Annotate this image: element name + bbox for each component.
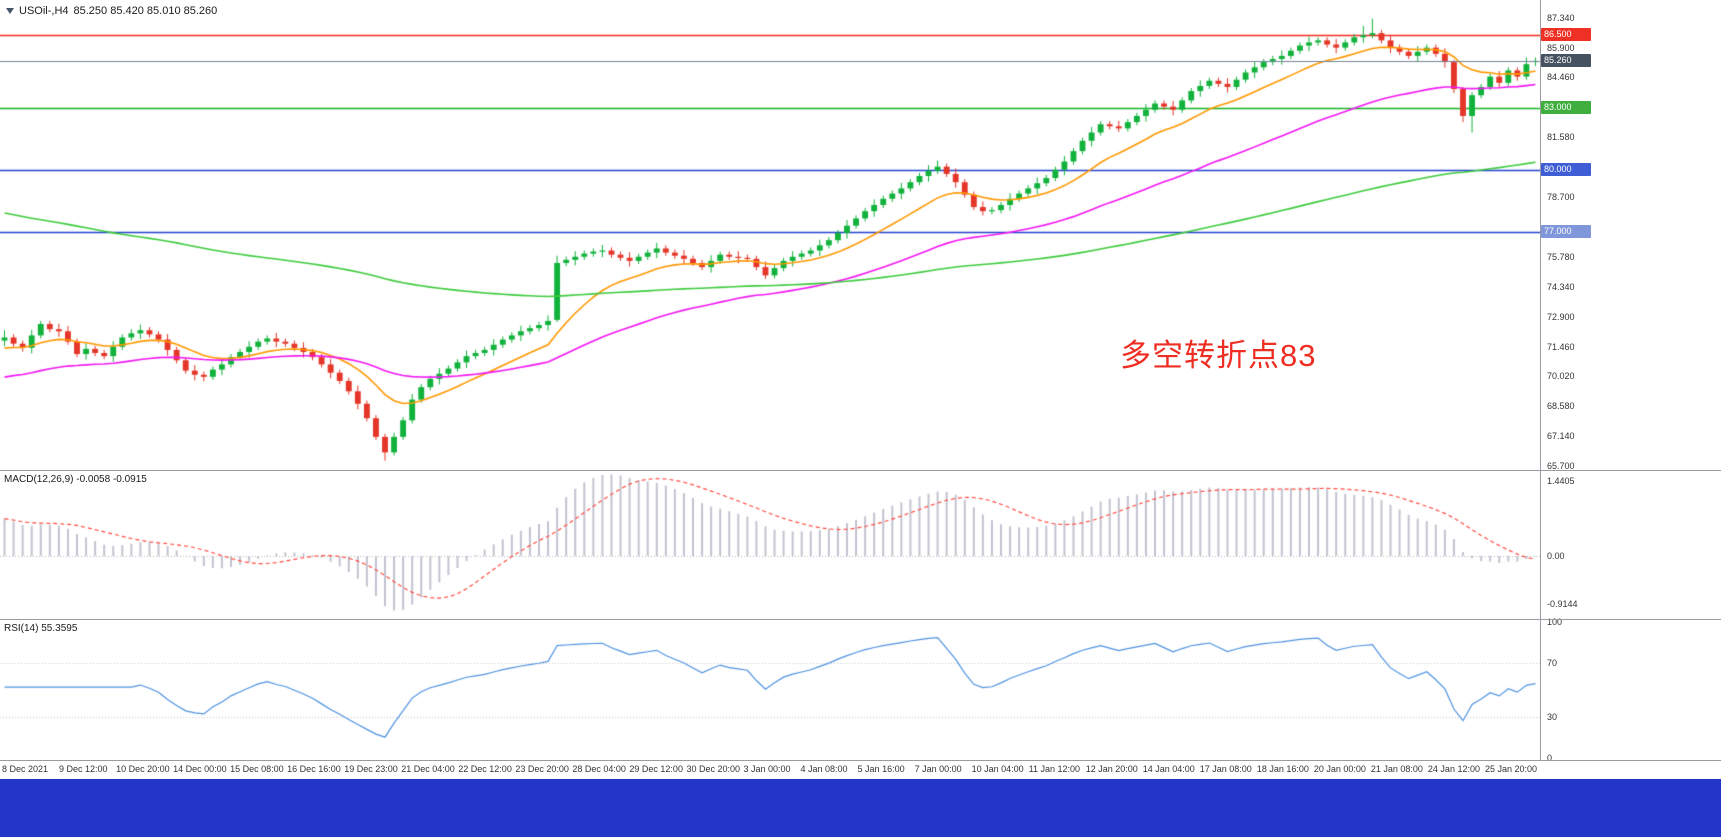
price-badge: 85.260 (1541, 53, 1591, 67)
rsi-tick: 30 (1547, 712, 1558, 723)
price-tick: 68.580 (1547, 401, 1575, 412)
time-label: 10 Dec 20:00 (116, 764, 170, 774)
macd-tick: -0.9144 (1547, 598, 1578, 609)
time-label: 18 Jan 16:00 (1256, 764, 1309, 774)
panel-separator[interactable] (0, 619, 1721, 620)
time-label: 21 Dec 04:00 (401, 764, 455, 774)
time-label: 3 Jan 00:00 (743, 764, 791, 774)
macd-tick: 1.4405 (1547, 476, 1575, 487)
time-axis[interactable]: 8 Dec 2021 9 Dec 12:00 10 Dec 20:00 14 Dec … (0, 762, 1540, 779)
macd-tick: 0.00 (1547, 551, 1565, 561)
time-label: 14 Jan 04:00 (1142, 764, 1195, 774)
price-axis[interactable]: 87.340 85.900 84.460 81.580 78.700 75.780 74.3… (1541, 0, 1721, 763)
price-tick: 75.780 (1547, 252, 1575, 263)
price-tick: 65.700 (1547, 460, 1575, 471)
price-tick: 87.340 (1547, 12, 1575, 23)
rsi-tick: 0 (1547, 753, 1553, 763)
time-label: 24 Jan 12:00 (1427, 764, 1480, 774)
time-label: 19 Dec 23:00 (344, 764, 398, 774)
time-label: 5 Jan 16:00 (857, 764, 905, 774)
chart-title: USOil-,H4 85.250 85.420 85.010 85.260 (6, 5, 217, 17)
price-tick: 81.580 (1547, 132, 1575, 143)
time-label: 8 Dec 2021 (2, 764, 49, 774)
price-badge: 86.500 (1541, 28, 1591, 42)
time-label: 25 Jan 20:00 (1484, 764, 1537, 774)
price-tick: 72.900 (1547, 311, 1575, 322)
symbol-timeframe-label: USOil-,H4 (19, 5, 69, 17)
rsi-tick: 70 (1547, 657, 1558, 668)
price-badge: 83.000 (1541, 100, 1591, 114)
time-label: 21 Jan 08:00 (1370, 764, 1423, 774)
price-badge: 77.000 (1541, 224, 1591, 238)
panel-separator (0, 760, 1721, 761)
time-label: 14 Dec 00:00 (173, 764, 227, 774)
price-tick: 84.460 (1547, 72, 1575, 83)
time-label: 22 Dec 12:00 (458, 764, 512, 774)
price-tick: 74.340 (1547, 281, 1575, 292)
price-tick: 70.020 (1547, 371, 1575, 382)
chart-marker-icon (6, 8, 14, 14)
time-label: 12 Jan 20:00 (1085, 764, 1138, 774)
price-tick: 78.700 (1547, 191, 1575, 202)
time-label: 16 Dec 16:00 (287, 764, 341, 774)
taskbar (0, 779, 1721, 837)
time-label: 29 Dec 12:00 (629, 764, 683, 774)
time-label: 28 Dec 04:00 (572, 764, 626, 774)
panel-separator[interactable] (0, 470, 1721, 471)
time-label: 30 Dec 20:00 (686, 764, 740, 774)
time-label: 15 Dec 08:00 (230, 764, 284, 774)
time-label: 17 Jan 08:00 (1199, 764, 1252, 774)
time-label: 4 Jan 08:00 (800, 764, 848, 774)
time-label: 20 Jan 00:00 (1313, 764, 1366, 774)
time-label: 11 Jan 12:00 (1028, 764, 1081, 774)
macd-indicator-label: MACD(12,26,9) -0.0058 -0.0915 (4, 474, 147, 485)
price-tick: 67.140 (1547, 431, 1575, 442)
rsi-indicator-label: RSI(14) 55.3595 (4, 623, 78, 634)
ohlc-readout: 85.250 85.420 85.010 85.260 (73, 5, 218, 17)
chart-annotation-text: 多空转折点83 (1120, 338, 1317, 373)
time-label: 7 Jan 00:00 (914, 764, 962, 774)
price-axis-separator (1540, 0, 1541, 761)
time-label: 9 Dec 12:00 (59, 764, 108, 774)
rsi-tick: 100 (1547, 617, 1563, 627)
time-label: 23 Dec 20:00 (515, 764, 569, 774)
price-badge: 80.000 (1541, 162, 1591, 176)
price-tick: 85.900 (1547, 42, 1575, 53)
price-tick: 71.460 (1547, 341, 1575, 352)
time-label: 10 Jan 04:00 (971, 764, 1024, 774)
price-chart-canvas[interactable] (0, 0, 1540, 761)
